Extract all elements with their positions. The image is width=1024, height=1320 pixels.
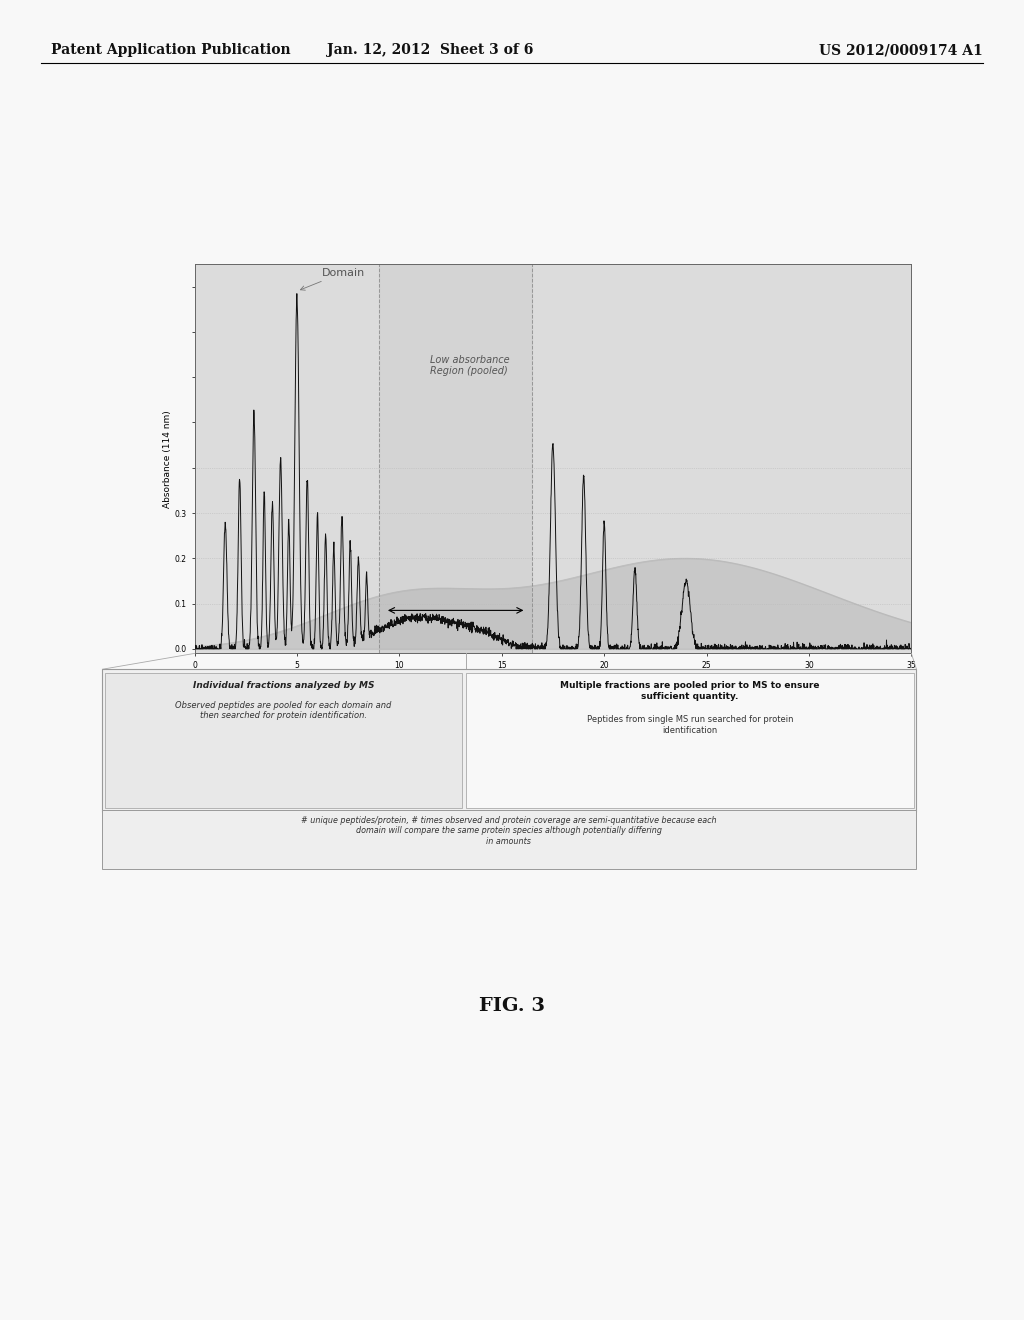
X-axis label: Time (mins): Time (mins) — [516, 675, 590, 684]
Text: # unique peptides/protein, # times observed and protein coverage are semi-quanti: # unique peptides/protein, # times obser… — [301, 816, 717, 846]
Text: Jan. 12, 2012  Sheet 3 of 6: Jan. 12, 2012 Sheet 3 of 6 — [327, 44, 534, 57]
Text: FIG. 3: FIG. 3 — [479, 997, 545, 1015]
Text: Patent Application Publication: Patent Application Publication — [51, 44, 291, 57]
Text: US 2012/0009174 A1: US 2012/0009174 A1 — [819, 44, 983, 57]
Text: Individual fractions analyzed by MS: Individual fractions analyzed by MS — [193, 681, 375, 690]
Text: Observed peptides are pooled for each domain and
then searched for protein ident: Observed peptides are pooled for each do… — [175, 701, 392, 721]
Text: Multiple fractions are pooled prior to MS to ensure
sufficient quantity.: Multiple fractions are pooled prior to M… — [560, 681, 820, 701]
Text: Low absorbance
Region (pooled): Low absorbance Region (pooled) — [430, 355, 510, 376]
Bar — [379, 264, 532, 653]
Text: Domain: Domain — [300, 268, 365, 290]
Y-axis label: Absorbance (114 nm): Absorbance (114 nm) — [163, 409, 172, 508]
Text: Peptides from single MS run searched for protein
identification: Peptides from single MS run searched for… — [587, 715, 794, 735]
